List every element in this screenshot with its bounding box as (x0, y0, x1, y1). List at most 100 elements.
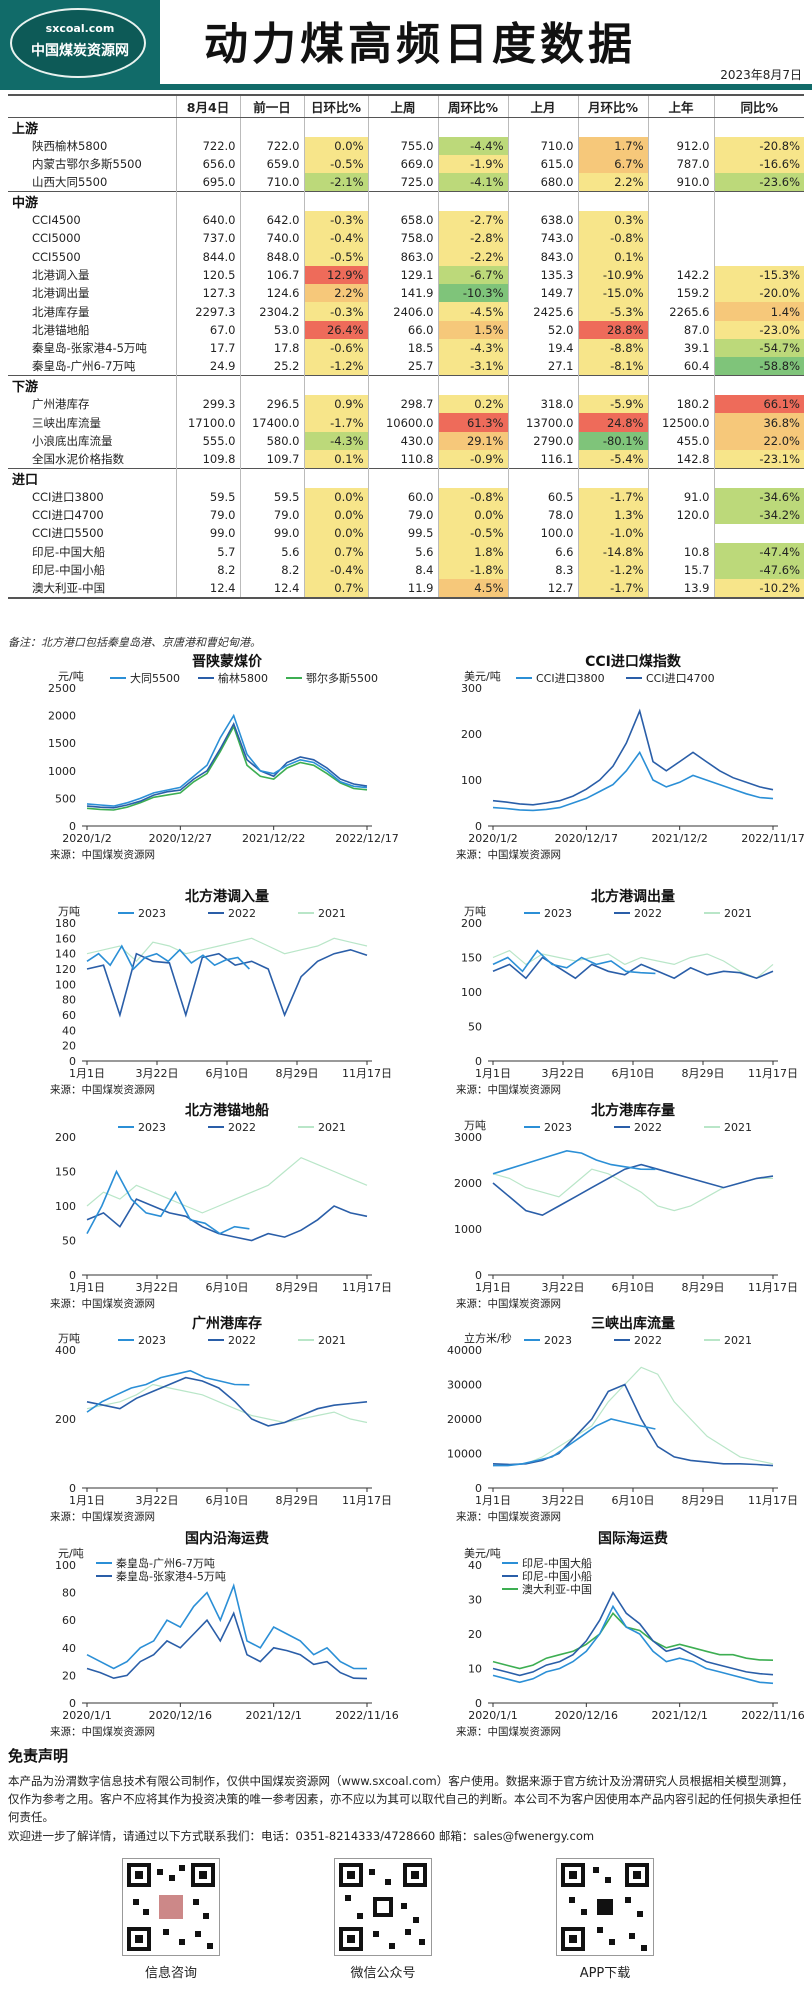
table-cell: 0.3% (577, 210, 648, 230)
y-tick-label: 20 (62, 1040, 76, 1053)
table-cell: 5.7 (175, 542, 240, 561)
table-cell: -0.6% (303, 338, 368, 358)
table-cell: 17100.0 (175, 413, 240, 432)
table-cell: 2790.0 (507, 431, 578, 450)
table-cell: 642.0 (239, 210, 304, 230)
chart-legend: 大同5500 榆林5800 鄂尔多斯5500 (110, 671, 378, 685)
table-cell: 12500.0 (647, 413, 714, 432)
series-line (492, 1590, 774, 1677)
table-cell: 12.7 (507, 579, 578, 599)
series-line (492, 1366, 774, 1467)
table-cell: 638.0 (507, 210, 578, 230)
table-cell: 26.4% (303, 320, 368, 339)
table-cell: -8.8% (577, 338, 648, 358)
table-cell: 24.9 (175, 357, 240, 376)
table-cell: -0.8% (437, 487, 508, 507)
table-cell: -4.1% (437, 173, 508, 192)
series-line (86, 1383, 368, 1424)
table-cell: 100.0 (507, 524, 578, 543)
column-header: 前一日 (239, 94, 304, 118)
x-tick-label: 8月29日 (276, 1281, 319, 1294)
table-cell: -0.4% (303, 560, 368, 580)
row-label: 北港调出量 (32, 286, 90, 301)
x-tick-label: 1月1日 (69, 1067, 105, 1080)
legend-label: 2023 (544, 907, 572, 920)
y-tick-label: 2000 (454, 1177, 482, 1190)
table-cell: -47.6% (713, 560, 804, 580)
y-tick-label: 200 (461, 917, 482, 930)
table-cell: -4.4% (437, 136, 508, 155)
legend-label: 2021 (724, 1121, 752, 1134)
legend-label: 2022 (228, 1334, 256, 1347)
table-cell: -23.6% (713, 173, 804, 192)
qr-code-app[interactable] (556, 1858, 654, 1956)
chart-legend: 2023 2022 2021 (118, 1121, 346, 1134)
table-cell: 1.5% (437, 320, 508, 339)
table-cell: 22.0% (713, 431, 804, 450)
row-label: 秦皇岛-广州6-7万吨 (32, 359, 136, 374)
legend-label: 榆林5800 (218, 671, 268, 685)
table-cell: 18.5 (367, 338, 438, 358)
x-tick-label: 2021/12/1 (651, 1709, 707, 1722)
table-cell: 0.0% (303, 136, 368, 155)
y-tick-label: 0 (69, 1269, 76, 1282)
column-header: 周环比% (437, 94, 508, 118)
table-cell: 2.2% (303, 284, 368, 303)
table-cell: -1.7% (577, 487, 648, 507)
table-row: 内蒙古鄂尔多斯5500 656.0 659.0 -0.5% 669.0 -1.9% 615.… (8, 154, 804, 174)
table-row: 陕西榆林5800 722.0 722.0 0.0% 755.0 -4.4% 710.0 1.7… (8, 136, 804, 155)
table-cell: -0.5% (303, 154, 368, 174)
table-cell: -10.2% (713, 579, 804, 599)
table-cell: -2.2% (437, 247, 508, 266)
y-tick-label: 60 (62, 1614, 76, 1627)
table-row: 澳大利亚-中国 12.4 12.4 0.7% 11.9 4.5% 12.7 -1.7% 13.9… (8, 579, 804, 599)
table-cell: 60.0 (367, 487, 438, 507)
column-header: 上年 (647, 94, 714, 118)
table-row: CCI5500 844.0 848.0 -0.5% 863.0 -2.2% 843.0 0.1… (8, 247, 804, 266)
chart-source: 来源：中国煤炭资源网 (50, 1297, 155, 1310)
table-cell: -2.1% (303, 173, 368, 192)
y-tick-label: 0 (69, 820, 76, 833)
table-cell: 0.0% (437, 506, 508, 525)
table-cell: 120.0 (647, 506, 714, 525)
qr-code-consult[interactable] (122, 1858, 220, 1956)
table-cell: -1.7% (577, 579, 648, 599)
x-tick-label: 2020/12/16 (149, 1709, 212, 1722)
table-cell: 430.0 (367, 431, 438, 450)
y-tick-label: 20000 (447, 1413, 482, 1426)
row-label: CCI5500 (32, 249, 81, 264)
row-label: 内蒙古鄂尔多斯5500 (32, 156, 142, 171)
table-cell: 710.0 (239, 173, 304, 192)
table-cell: 87.0 (647, 320, 714, 339)
qr-code-wechat[interactable] (334, 1858, 432, 1956)
table-cell: 912.0 (647, 136, 714, 155)
qr-pattern-icon (339, 1863, 427, 1951)
table-cell: 863.0 (367, 247, 438, 266)
legend-label: 2023 (138, 907, 166, 920)
row-label: 三峡出库流量 (32, 415, 101, 430)
table-cell (647, 524, 714, 543)
table-cell: 25.7 (367, 357, 438, 376)
table-cell: -23.0% (713, 320, 804, 339)
table-cell: 758.0 (367, 229, 438, 248)
chart-panel: 广州港库存 万吨 0 200 400 1月1日 3月22日 6月10日 8月29日 11月17日来… (0, 1310, 406, 1528)
table-cell: 129.1 (367, 265, 438, 285)
table-cell: 318.0 (507, 395, 578, 414)
chart-title: 国际海运费 (598, 1530, 668, 1547)
table-cell: 127.3 (175, 284, 240, 303)
y-tick-label: 400 (55, 1344, 76, 1357)
table-cell: 0.7% (303, 542, 368, 561)
table-row: 北港锚地船 67.0 53.0 26.4% 66.0 1.5% 52.0 28.8% 87.0-… (8, 320, 804, 339)
table-cell: 6.6 (507, 542, 578, 561)
y-tick-label: 500 (55, 792, 76, 805)
table-row: 北港调入量 120.5 106.7 12.9% 129.1 -6.7% 135.3 -10.9… (8, 265, 804, 285)
x-tick-label: 6月10日 (612, 1067, 655, 1080)
table-cell: -0.8% (577, 229, 648, 248)
table-cell: 2406.0 (367, 302, 438, 321)
table-cell: 0.7% (303, 579, 368, 599)
series-line (86, 1369, 250, 1413)
table-cell: 78.0 (507, 506, 578, 525)
